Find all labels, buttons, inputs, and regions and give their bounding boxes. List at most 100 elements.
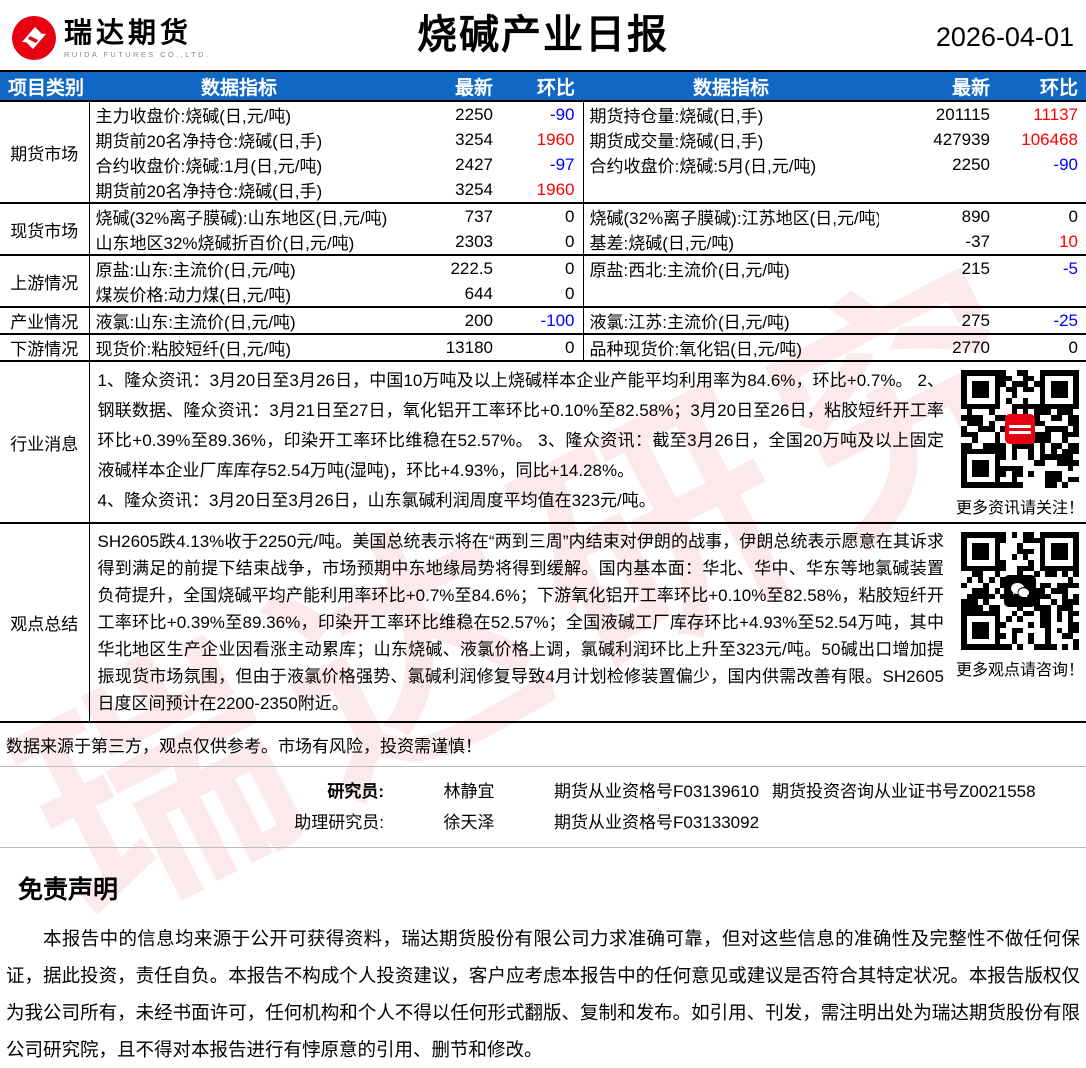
researcher-name: 徐天泽 (443, 813, 495, 832)
indicator-cell: 山东地区32%烧碱折百价(日,元/吨) (95, 234, 355, 253)
divider (0, 847, 1086, 848)
researcher-row: 助理研究员: 徐天泽 期货从业资格号F03133092 (0, 807, 1086, 838)
summary-qr-block: 更多观点请咨询！ (954, 528, 1086, 680)
indicator-cell: 烧碱(32%离子膜碱):山东地区(日,元/吨) (95, 209, 388, 228)
indicator-cell: 期货前20名净持仓:烧碱(日,手) (95, 182, 323, 201)
change-cell (1002, 177, 1086, 203)
section-industry: 产业情况 液氯:山东:主流价(日,元/吨) 200 -100 液氯:江苏:主流价… (0, 307, 1086, 334)
latest-cell: 2770 (952, 337, 990, 357)
table-row: 现货市场 烧碱(32%离子膜碱):山东地区(日,元/吨) 737 0 烧碱(32… (0, 203, 1086, 255)
latest-cell: 2303 (455, 231, 493, 251)
researcher-role: 助理研究员: (294, 813, 384, 832)
news-qr-block: 更多资讯请关注！ (954, 366, 1086, 518)
table-row: 合约收盘价:烧碱:1月(日,元/吨) 2427 -97 合约收盘价:烧碱:5月(… (0, 152, 1086, 177)
latest-cell: 890 (961, 206, 990, 226)
indicator-cell (583, 177, 879, 203)
col-category: 项目类别 (0, 71, 89, 101)
researcher-name: 林静宜 (443, 782, 495, 801)
change-cell: 0 (1068, 337, 1078, 357)
section-summary: 观点总结 SH2605跌4.13%收于2250元/吨。美国总统表示将在“两到三周… (0, 523, 1086, 722)
section-futures-market: 期货市场 主力收盘价:烧碱(日,元/吨) 2250 -90 期货持仓量:烧碱(日… (0, 101, 1086, 203)
col-indicator-right: 数据指标 (583, 71, 879, 101)
news-qr-caption: 更多资讯请关注！ (955, 500, 1084, 517)
report-table: 项目类别 数据指标 最新 环比 数据指标 最新 环比 期货市场 主力收盘价:烧碱… (0, 70, 1086, 723)
change-cell (1002, 281, 1086, 307)
section-downstream: 下游情况 现货价:粘胶短纤(日,元/吨) 13180 0 品种现货价:氧化铝(日… (0, 334, 1086, 361)
change-cell: 106468 (1021, 129, 1078, 149)
category-cell: 行业消息 (0, 361, 90, 523)
latest-cell (879, 281, 1002, 307)
table-row: 产业情况 液氯:山东:主流价(日,元/吨) 200 -100 液氯:江苏:主流价… (0, 307, 1086, 334)
table-row: 山东地区32%烧碱折百价(日,元/吨) 2303 0 基差:烧碱(日,元/吨) … (0, 229, 1086, 255)
news-text: 1、隆众资讯：3月20日至3月26日，中国10万吨及以上烧碱样本企业产能平均利用… (97, 371, 945, 510)
brand-name: 瑞达期货 (64, 16, 193, 48)
indicator-cell: 合约收盘价:烧碱:1月(日,元/吨) (95, 157, 323, 176)
indicator-cell: 期货前20名净持仓:烧碱(日,手) (95, 132, 323, 151)
ruida-logo-icon (12, 16, 56, 60)
change-cell: -90 (1053, 154, 1078, 174)
news-row: 行业消息 1、隆众资讯：3月20日至3月26日，中国10万吨及以上烧碱样本企业产… (0, 361, 1086, 523)
table-row: 上游情况 原盐:山东:主流价(日,元/吨) 222.5 0 原盐:西北:主流价(… (0, 255, 1086, 307)
latest-cell: 222.5 (450, 258, 493, 278)
change-cell: 1960 (505, 177, 584, 203)
news-cell: 1、隆众资讯：3月20日至3月26日，中国10万吨及以上烧碱样本企业产能平均利用… (89, 361, 1086, 523)
summary-text: SH2605跌4.13%收于2250元/吨。美国总统表示将在“两到三周”内结束对… (97, 532, 945, 713)
category-cell: 期货市场 (0, 101, 90, 203)
summary-qr-code (961, 532, 1079, 650)
brand-subtitle: RUIDA FUTURES CO.,LTD. (64, 49, 211, 59)
col-latest-right: 最新 (879, 71, 1002, 101)
change-cell: 0 (505, 255, 584, 281)
indicator-cell: 主力收盘价:烧碱(日,元/吨) (95, 107, 292, 126)
latest-cell: 3254 (455, 179, 493, 199)
change-cell: -5 (1062, 258, 1078, 278)
data-source-disclaimer: 数据来源于第三方，观点仅供参考。市场有风险，投资需谨慎！ (6, 737, 482, 756)
latest-cell: 427939 (933, 129, 990, 149)
category-cell: 产业情况 (0, 307, 90, 334)
indicator-cell: 液氯:山东:主流价(日,元/吨) (95, 313, 296, 332)
researcher-cert: 期货从业资格号F03133092 (554, 813, 760, 832)
researchers-block: 研究员: 林静宜 期货从业资格号F03139610 期货投资咨询从业证书号Z00… (0, 776, 1086, 838)
col-change-right: 环比 (1002, 71, 1086, 101)
indicator-cell: 合约收盘价:烧碱:5月(日,元/吨) (589, 157, 817, 176)
latest-cell: 275 (961, 310, 990, 330)
latest-cell: 644 (464, 283, 493, 303)
researcher-cert2 (772, 807, 1086, 838)
indicator-cell (583, 281, 879, 307)
indicator-cell: 现货价:粘胶短纤(日,元/吨) (95, 340, 292, 359)
table-row: 下游情况 现货价:粘胶短纤(日,元/吨) 13180 0 品种现货价:氧化铝(日… (0, 334, 1086, 361)
table-header-row: 项目类别 数据指标 最新 环比 数据指标 最新 环比 (0, 71, 1086, 101)
table-row: 期货前20名净持仓:烧碱(日,手) 3254 1960 (0, 177, 1086, 203)
legal-body: 本报告中的信息均来源于公开可获得资料，瑞达期货股份有限公司力求准确可靠，但对这些… (6, 928, 1080, 1060)
latest-cell: 2250 (455, 104, 493, 124)
latest-cell (879, 177, 1002, 203)
indicator-cell: 期货成交量:烧碱(日,手) (589, 132, 764, 151)
section-spot-market: 现货市场 烧碱(32%离子膜碱):山东地区(日,元/吨) 737 0 烧碱(32… (0, 203, 1086, 255)
indicator-cell: 品种现货价:氧化铝(日,元/吨) (589, 340, 803, 359)
table-row: 期货市场 主力收盘价:烧碱(日,元/吨) 2250 -90 期货持仓量:烧碱(日… (0, 101, 1086, 203)
page-header: 瑞达期货 RUIDA FUTURES CO.,LTD. 烧碱产业日报 2026-… (0, 0, 1086, 70)
change-cell: 0 (505, 229, 584, 255)
change-cell: 0 (1068, 206, 1078, 226)
indicator-cell: 烧碱(32%离子膜碱):江苏地区(日,元/吨) (589, 209, 880, 228)
change-cell: -90 (505, 101, 584, 127)
category-cell: 现货市场 (0, 203, 90, 255)
legal-section: 免责声明 本报告中的信息均来源于公开可获得资料，瑞达期货股份有限公司力求准确可靠… (0, 848, 1086, 1068)
change-cell: -25 (1053, 310, 1078, 330)
summary-row: 观点总结 SH2605跌4.13%收于2250元/吨。美国总统表示将在“两到三周… (0, 523, 1086, 722)
col-latest-left: 最新 (389, 71, 505, 101)
change-cell: 0 (505, 334, 584, 361)
researcher-cert: 期货从业资格号F03139610 (554, 782, 760, 801)
latest-cell: 215 (961, 258, 990, 278)
change-cell: 10 (1059, 231, 1078, 251)
researcher-role: 研究员: (327, 782, 384, 801)
indicator-cell: 原盐:西北:主流价(日,元/吨) (589, 261, 790, 280)
indicator-cell: 期货持仓量:烧碱(日,手) (589, 107, 764, 126)
change-cell: 11137 (1033, 104, 1078, 124)
summary-cell: SH2605跌4.13%收于2250元/吨。美国总统表示将在“两到三周”内结束对… (89, 523, 1086, 722)
indicator-cell: 基差:烧碱(日,元/吨) (589, 234, 735, 253)
change-cell: -100 (505, 307, 584, 334)
table-row: 煤炭价格:动力煤(日,元/吨) 644 0 (0, 281, 1086, 307)
latest-cell: 2427 (455, 154, 493, 174)
category-cell: 观点总结 (0, 523, 90, 722)
researcher-row: 研究员: 林静宜 期货从业资格号F03139610 期货投资咨询从业证书号Z00… (0, 776, 1086, 807)
